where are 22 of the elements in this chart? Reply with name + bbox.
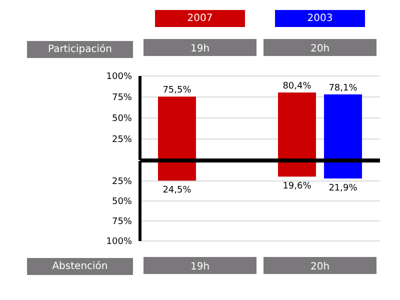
y-tick-label: 50% <box>112 114 132 124</box>
data-label: 21,9% <box>328 184 358 194</box>
y-tick-label: 75% <box>112 93 132 104</box>
data-label: 19,6% <box>282 182 312 192</box>
y-tick-label: 50% <box>112 197 132 208</box>
y-tick-label: 75% <box>112 217 132 228</box>
y-tick-label: 25% <box>112 135 132 146</box>
data-label: 24,5% <box>162 186 192 196</box>
y-tick-label: 25% <box>112 177 132 188</box>
text: Abstención <box>27 258 133 275</box>
x-tick-label: 19h <box>190 262 210 272</box>
y-tick-label: 100% <box>106 237 132 248</box>
data-label: 78,1% <box>328 83 358 94</box>
x-tick-label: 20h <box>310 44 330 54</box>
data-label: 80,4% <box>282 81 312 92</box>
x-tick-label: 19h <box>190 44 210 54</box>
text: 2003 <box>275 10 365 27</box>
y-tick-label: 100% <box>106 72 132 82</box>
data-label: 75,5% <box>162 86 192 96</box>
text: 2007 <box>155 10 245 27</box>
x-tick-label: 20h <box>310 262 330 272</box>
text: Participación <box>27 41 133 58</box>
